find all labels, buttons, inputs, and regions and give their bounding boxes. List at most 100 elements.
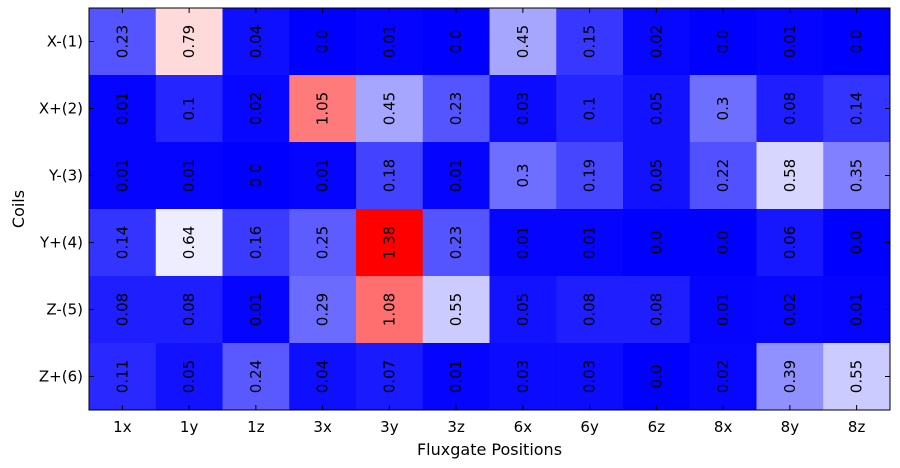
heatmap-cell [623, 142, 691, 210]
heatmap-cell [689, 75, 757, 143]
heatmap-cell [155, 142, 223, 210]
heatmap-cell-value-label: 0.01 [314, 159, 332, 192]
heatmap-cell-value-label: 0.0 [647, 365, 665, 389]
heatmap-cell-value-label: 0.03 [514, 360, 532, 393]
heatmap-cell [756, 142, 824, 210]
heatmap-cell-value-label: 0.01 [781, 25, 799, 58]
plot-frame [88, 7, 891, 411]
heatmap-cell [489, 276, 557, 344]
heatmap-cell-value-label: 1.08 [380, 293, 398, 326]
heatmap-cell [356, 343, 424, 411]
heatmap-cell [823, 75, 891, 143]
heatmap-cell-value-label: 0.45 [380, 92, 398, 125]
heatmap-cell [556, 209, 624, 277]
heatmap-cell-value-label: 0.01 [113, 159, 131, 192]
heatmap-cell [623, 276, 691, 344]
heatmap-cell-value-label: 0.05 [180, 360, 198, 393]
heatmap-cell-value-label: 0.0 [714, 30, 732, 54]
heatmap-cell-value-label: 0.01 [848, 293, 866, 326]
y-axis-tick-labels: X-(1) X+(2) Y-(3) Y+(4) Z-(5) Z+(6) [39, 33, 83, 386]
heatmap-cell-value-label: 0.16 [247, 226, 265, 259]
y-tick-label: X+(2) [39, 100, 83, 118]
heatmap-cell [356, 75, 424, 143]
x-axis-tick-labels: 1x 1y 1z 3x 3y 3z 6x 6y 6z 8x 8y 8z [113, 418, 865, 436]
heatmap-cell-value-label: 0.08 [581, 293, 599, 326]
heatmap-cell-value-label: 0.0 [247, 164, 265, 188]
heatmap-cell [422, 276, 490, 344]
heatmap-cell [689, 8, 757, 76]
heatmap-cell [823, 142, 891, 210]
heatmap-cell [422, 343, 490, 411]
heatmap-cell [422, 8, 490, 76]
heatmap-cell [689, 276, 757, 344]
heatmap-cell [89, 209, 157, 277]
heatmap-cell-value-label: 0.02 [714, 360, 732, 393]
heatmap-cell [489, 8, 557, 76]
heatmap-cell-value-label: 0.08 [113, 293, 131, 326]
heatmap-cell-value-label: 0.02 [781, 293, 799, 326]
heatmap-cell-value-label: 0.55 [848, 360, 866, 393]
heatmap-cell [289, 75, 357, 143]
heatmap-cell [222, 343, 290, 411]
heatmap-cell-value-label: 0.14 [113, 226, 131, 259]
heatmap-cell-value-label: 0.0 [714, 231, 732, 255]
heatmap-cell-value-label: 0.0 [647, 231, 665, 255]
heatmap-cell [556, 276, 624, 344]
heatmap-cell-value-label: 0.01 [447, 159, 465, 192]
heatmap-cell [222, 8, 290, 76]
heatmap-cell [289, 142, 357, 210]
y-tick-label: Y-(3) [48, 167, 83, 185]
heatmap-cell [556, 142, 624, 210]
x-tick-label: 8x [714, 418, 733, 436]
heatmap-cell [756, 8, 824, 76]
heatmap-cell [422, 209, 490, 277]
x-tick-label: 3y [380, 418, 399, 436]
heatmap-cell-value-label: 0.04 [247, 25, 265, 58]
heatmap-cell [689, 343, 757, 411]
heatmap-cell-value-label: 0.35 [848, 159, 866, 192]
heatmap-cell [356, 209, 424, 277]
heatmap-cell [89, 142, 157, 210]
heatmap-cell [289, 343, 357, 411]
heatmap-cell-value-label: 0.01 [380, 25, 398, 58]
heatmap-cell [356, 142, 424, 210]
heatmap-cell [756, 276, 824, 344]
y-tick-label: X-(1) [47, 33, 83, 51]
heatmap-cell [289, 276, 357, 344]
heatmap-cell-value-label: 0.04 [314, 360, 332, 393]
heatmap-cell [689, 209, 757, 277]
heatmap-cell [222, 209, 290, 277]
heatmap-cell-value-label: 0.01 [113, 92, 131, 125]
heatmap-cell [556, 343, 624, 411]
heatmap-cell-value-label: 0.07 [380, 360, 398, 393]
y-tick-label: Y+(4) [39, 234, 83, 252]
heatmap-cell-value-label: 0.08 [781, 92, 799, 125]
heatmap-cell-value-label: 0.05 [514, 293, 532, 326]
heatmap-cell-value-label: 0.23 [447, 92, 465, 125]
heatmap-cell-value-label: 0.23 [113, 25, 131, 58]
heatmap-cell-value-label: 0.0 [848, 231, 866, 255]
heatmap-cell-value-label: 0.08 [180, 293, 198, 326]
heatmap-cell [556, 8, 624, 76]
x-tick-label: 3z [447, 418, 465, 436]
heatmap-cell-value-label: 0.01 [581, 226, 599, 259]
heatmap-cell-value-label: 0.79 [180, 25, 198, 58]
heatmap-cell-value-label: 0.0 [314, 30, 332, 54]
heatmap-cell [489, 142, 557, 210]
x-tick-label: 6y [580, 418, 599, 436]
heatmap-cell [756, 75, 824, 143]
heatmap-cell [489, 209, 557, 277]
heatmap-cell-value-label: 0.29 [314, 293, 332, 326]
heatmap-cell-value-label: 0.19 [581, 159, 599, 192]
heatmap-cell [155, 209, 223, 277]
heatmap-cell-value-label: 0.02 [647, 25, 665, 58]
heatmap-cell [556, 75, 624, 143]
heatmap-cell-value-label: 0.08 [647, 293, 665, 326]
heatmap-cell [155, 276, 223, 344]
x-tick-label: 1z [247, 418, 265, 436]
heatmap-cell [489, 343, 557, 411]
heatmap-cell [823, 209, 891, 277]
heatmap-cell [623, 209, 691, 277]
heatmap-cell [155, 8, 223, 76]
heatmap-cell-value-label: 0.22 [714, 159, 732, 192]
